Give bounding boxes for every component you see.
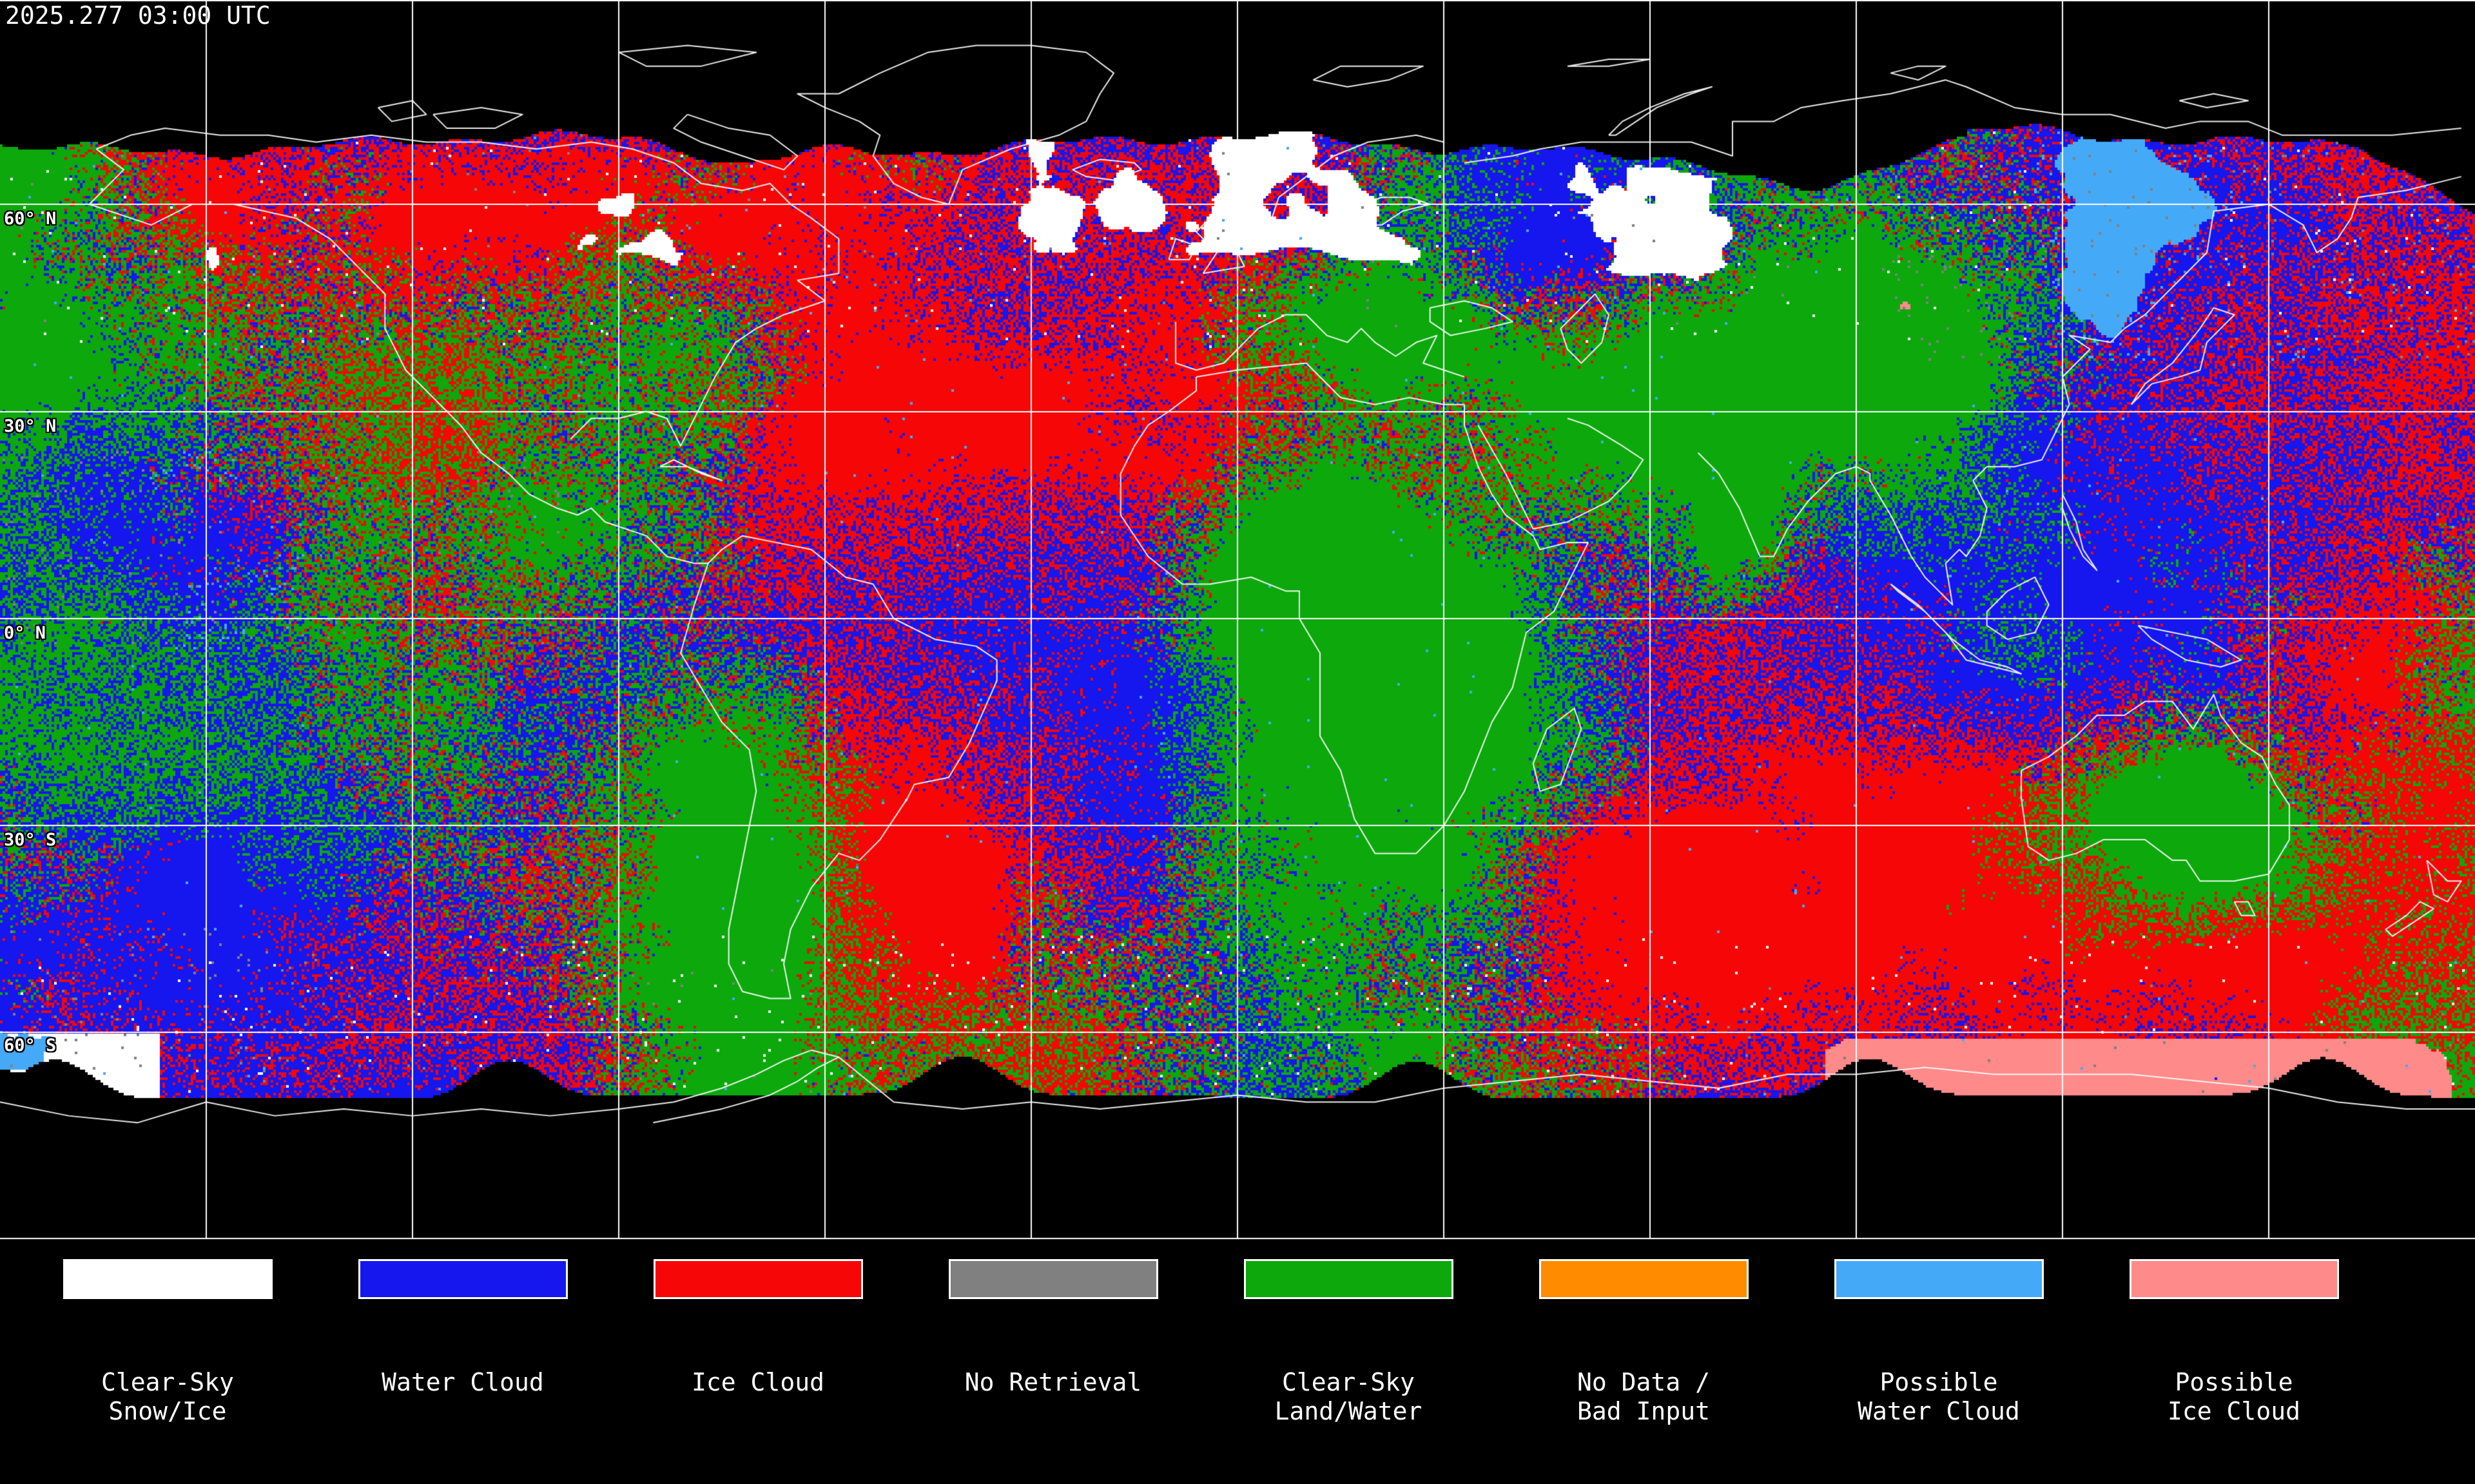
- legend-item-clear-sky-land-water: Clear-Sky Land/Water: [1201, 1240, 1496, 1484]
- timestamp-label: 2025.277 03:00 UTC: [5, 1, 271, 30]
- lat-label-60n: 60° N: [4, 209, 57, 229]
- legend-item-clear-sky-snow-ice: Clear-Sky Snow/Ice: [20, 1240, 315, 1484]
- legend-item-label: Possible Water Cloud: [1858, 1368, 2020, 1425]
- lat-label-0n: 0° N: [4, 623, 46, 643]
- legend-item-label: Possible Ice Cloud: [2168, 1368, 2300, 1425]
- legend-item-label: Clear-Sky Land/Water: [1274, 1368, 1422, 1425]
- cloud-phase-product-page: { "header": { "timestamp": "2025.277 03:…: [0, 0, 2475, 1425]
- legend-item-water-cloud: Water Cloud: [315, 1240, 610, 1484]
- clear-sky-snow-ice-swatch: [63, 1259, 273, 1299]
- lat-label-30s: 30° S: [4, 830, 57, 850]
- legend-item-possible-ice-cloud: Possible Ice Cloud: [2086, 1240, 2382, 1484]
- no-data-bad-input-swatch: [1538, 1259, 1749, 1299]
- legend-item-ice-cloud: Ice Cloud: [610, 1240, 906, 1484]
- clear-sky-land-water-swatch: [1243, 1259, 1453, 1299]
- legend-row: Clear-Sky Snow/Ice Water Cloud Ice Cloud …: [0, 1240, 2475, 1484]
- possible-water-cloud-swatch: [1834, 1259, 2044, 1299]
- cloud-phase-world-map: [0, 0, 2475, 1392]
- legend-item-possible-water-cloud: Possible Water Cloud: [1791, 1240, 2086, 1484]
- legend-item-label: Ice Cloud: [692, 1368, 824, 1396]
- water-cloud-swatch: [358, 1259, 568, 1299]
- possible-ice-cloud-swatch: [2129, 1259, 2339, 1299]
- legend-item-label: Clear-Sky Snow/Ice: [101, 1368, 234, 1425]
- no-retrieval-swatch: [948, 1259, 1158, 1299]
- legend-item-label: Water Cloud: [382, 1368, 544, 1396]
- lat-label-30n: 30° N: [4, 416, 57, 436]
- legend: Clear-Sky Snow/Ice Water Cloud Ice Cloud …: [0, 1240, 2475, 1425]
- legend-item-no-retrieval: No Retrieval: [906, 1240, 1201, 1484]
- legend-item-no-data-bad-input: No Data / Bad Input: [1496, 1240, 1791, 1484]
- ice-cloud-swatch: [653, 1259, 863, 1299]
- legend-item-label: No Data / Bad Input: [1577, 1368, 1710, 1425]
- legend-item-label: No Retrieval: [964, 1368, 1142, 1396]
- lat-label-60s: 60° S: [4, 1036, 57, 1055]
